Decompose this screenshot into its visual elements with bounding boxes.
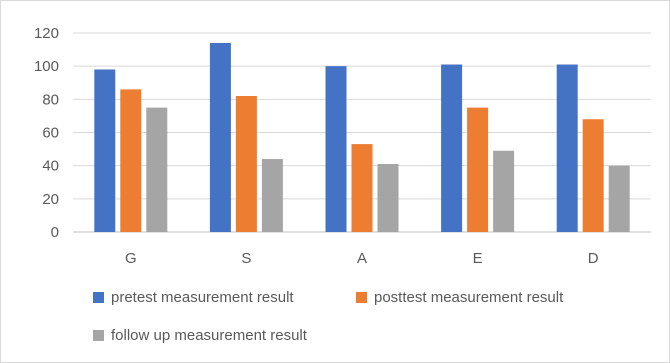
x-tick-label: G (125, 250, 137, 267)
bar-d-series-2 (608, 165, 630, 232)
x-tick-label: A (357, 250, 367, 267)
legend-item-posttest: posttest measurement result (356, 289, 563, 306)
bar-e-series-0 (441, 64, 463, 232)
legend-item-followup: follow up measurement result (93, 327, 307, 344)
legend-label-posttest: posttest measurement result (374, 289, 564, 306)
legend-swatch-pretest (93, 292, 104, 303)
bar-g-series-1 (120, 89, 142, 232)
bar-e-series-2 (493, 150, 515, 232)
y-tick-label: 40 (42, 158, 59, 175)
y-tick-label: 60 (42, 125, 59, 142)
bar-d-series-0 (556, 64, 578, 232)
y-tick-label: 20 (42, 191, 59, 208)
bar-s-series-2 (261, 159, 283, 232)
y-tick-label: 0 (51, 224, 59, 241)
bar-s-series-1 (235, 96, 257, 233)
bar-a-series-1 (351, 144, 373, 232)
bar-chart: 0 20 40 60 80 100 120 G S A E D (34, 25, 651, 267)
legend-label-followup: follow up measurement result (111, 327, 307, 344)
bar-a-series-2 (377, 164, 399, 232)
y-tick-label: 80 (42, 91, 59, 108)
x-tick-label: D (588, 250, 599, 267)
x-tick-label: E (473, 250, 483, 267)
legend-swatch-followup (93, 330, 104, 341)
bar-s-series-0 (209, 42, 231, 233)
bar-g-series-0 (94, 69, 116, 232)
legend-item-pretest: pretest measurement result (93, 289, 294, 306)
bar-a-series-0 (325, 66, 347, 233)
legend-label-pretest: pretest measurement result (111, 289, 294, 306)
legend-swatch-posttest (356, 292, 367, 303)
x-tick-label: S (241, 250, 251, 267)
y-tick-label: 120 (34, 25, 59, 42)
y-tick-label: 100 (34, 58, 59, 75)
bar-d-series-1 (582, 119, 604, 232)
bar-e-series-1 (467, 107, 489, 232)
bar-g-series-2 (146, 107, 168, 232)
